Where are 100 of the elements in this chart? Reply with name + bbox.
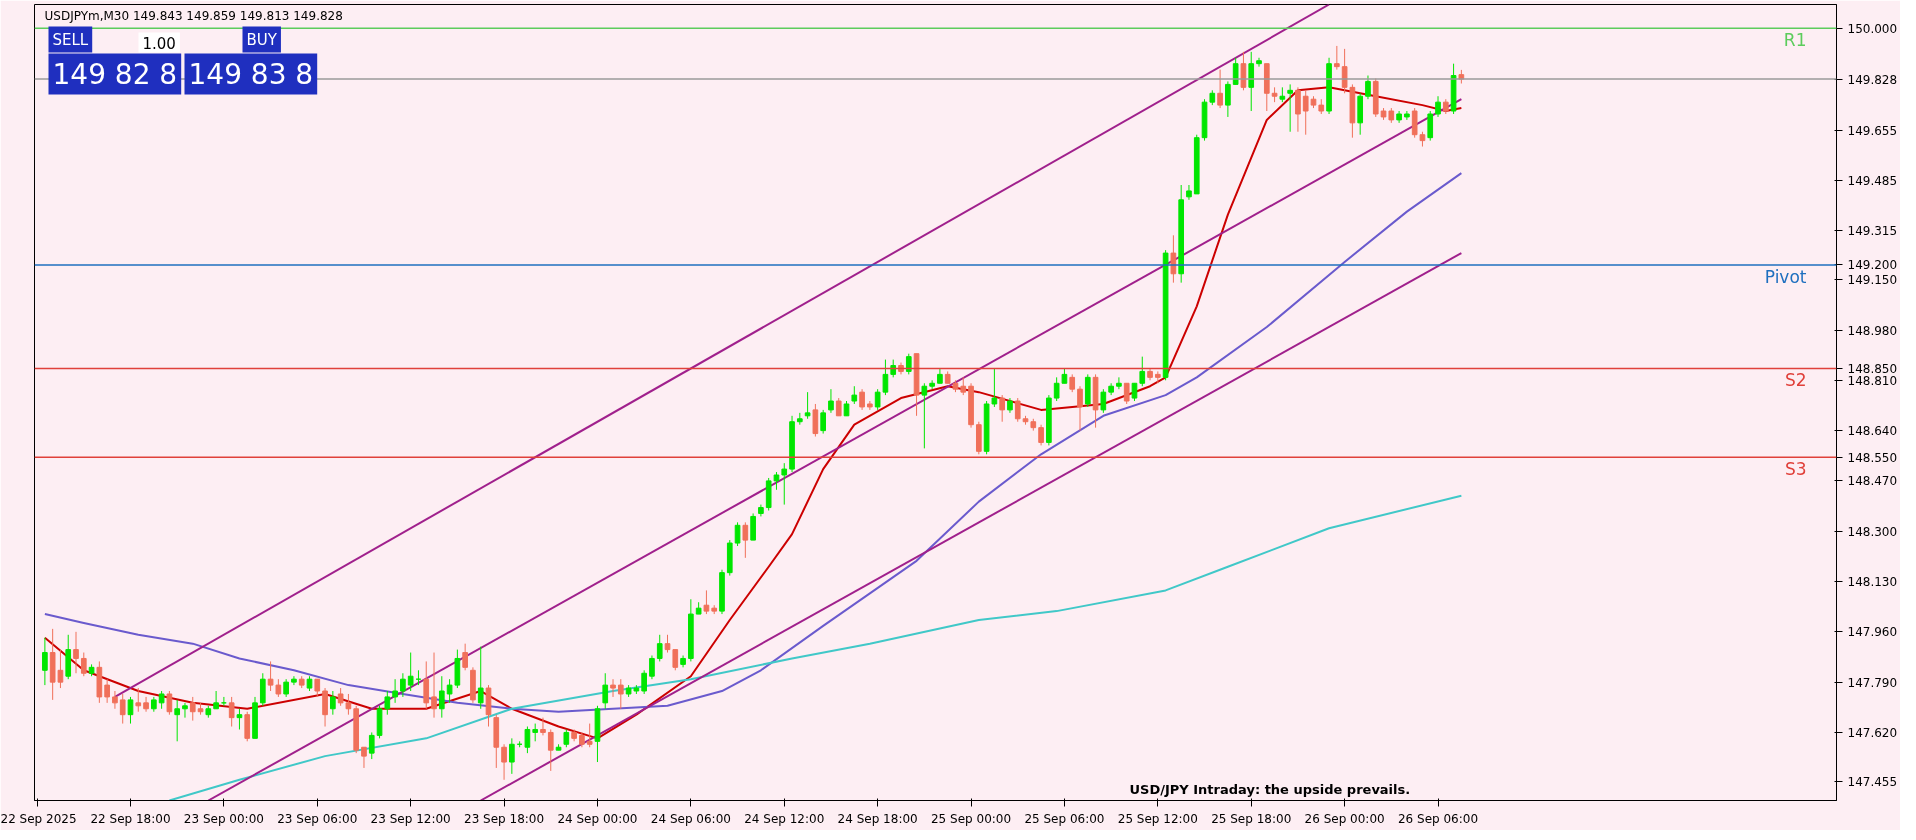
y-tick-label: 148.550 bbox=[1847, 450, 1898, 465]
annotation: 149 82 8 bbox=[52, 57, 178, 91]
candlestick bbox=[656, 634, 663, 662]
ref-line-label: S3 bbox=[1784, 459, 1807, 480]
candlestick bbox=[400, 672, 406, 698]
candlestick bbox=[361, 746, 367, 769]
x-tick-label: 22 Sep 2025 bbox=[0, 811, 77, 826]
candlestick bbox=[703, 589, 710, 615]
y-tick-label: 148.850 bbox=[1847, 361, 1898, 376]
candlestick bbox=[104, 678, 110, 704]
candlestick bbox=[1256, 57, 1262, 68]
ref-line-label: R1 bbox=[1783, 30, 1807, 51]
y-tick-label: 149.655 bbox=[1847, 123, 1898, 138]
candlestick bbox=[1116, 376, 1122, 390]
candlestick bbox=[1240, 51, 1247, 91]
candlestick bbox=[1334, 45, 1340, 71]
y-tick-label: 147.455 bbox=[1847, 774, 1898, 789]
candlestick bbox=[991, 367, 998, 408]
x-tick-label: 26 Sep 06:00 bbox=[1397, 811, 1479, 826]
candlestick bbox=[80, 652, 87, 677]
candlestick bbox=[322, 687, 328, 728]
candlestick bbox=[174, 699, 181, 742]
annotation: 149 83 8 bbox=[188, 57, 314, 91]
candlestick bbox=[1100, 388, 1107, 414]
candlestick bbox=[1077, 385, 1083, 432]
candlestick bbox=[244, 711, 251, 742]
candlestick bbox=[1217, 69, 1223, 109]
y-tick-label: 147.620 bbox=[1847, 725, 1898, 740]
y-tick-label: 148.980 bbox=[1847, 323, 1898, 338]
candlestick bbox=[446, 678, 453, 704]
candlestick bbox=[742, 521, 749, 559]
candlestick bbox=[929, 379, 935, 390]
candlestick bbox=[828, 388, 834, 414]
candlestick bbox=[1038, 424, 1044, 446]
x-tick-label: 25 Sep 06:00 bbox=[1024, 811, 1105, 826]
candlestick bbox=[423, 660, 430, 710]
candlestick bbox=[143, 696, 149, 713]
chart-title: USDJPYm,M30 149.843 149.859 149.813 149.828 bbox=[44, 8, 343, 23]
candlestick bbox=[1435, 95, 1441, 118]
candlestick bbox=[1186, 184, 1192, 201]
x-tick-label: 24 Sep 18:00 bbox=[837, 811, 918, 826]
y-tick-label: 147.960 bbox=[1847, 625, 1898, 640]
candlestick bbox=[781, 462, 788, 506]
annotation: SELL bbox=[52, 30, 89, 49]
candlestick bbox=[42, 637, 48, 686]
candlestick bbox=[874, 388, 881, 411]
candlestick bbox=[501, 743, 507, 781]
candlestick bbox=[438, 675, 445, 719]
ref-line-label: S2 bbox=[1784, 370, 1807, 391]
candlestick bbox=[112, 690, 118, 710]
candlestick bbox=[330, 690, 336, 716]
candlestick bbox=[1014, 397, 1021, 423]
candlestick bbox=[267, 660, 274, 692]
y-tick-label: 148.130 bbox=[1847, 575, 1898, 590]
candlestick bbox=[384, 690, 391, 716]
candlestick bbox=[182, 702, 188, 719]
candlestick bbox=[586, 723, 593, 748]
candlestick bbox=[649, 655, 655, 680]
y-tick-label: 148.810 bbox=[1847, 373, 1898, 388]
candlestick bbox=[509, 737, 515, 775]
candlestick bbox=[127, 696, 134, 725]
candlestick bbox=[135, 687, 142, 713]
y-tick-label: 148.300 bbox=[1847, 524, 1898, 539]
candlestick bbox=[236, 708, 243, 730]
candlestick bbox=[119, 693, 126, 725]
candlestick bbox=[1302, 89, 1309, 136]
x-tick-label: 23 Sep 12:00 bbox=[370, 811, 451, 826]
annotation: USD/JPY Intraday: the upside prevails. bbox=[1129, 781, 1411, 797]
candlestick bbox=[431, 652, 437, 719]
line-series bbox=[168, 494, 1463, 801]
candlestick bbox=[1341, 48, 1348, 94]
x-tick-label: 22 Sep 18:00 bbox=[90, 811, 171, 826]
candlestick bbox=[1427, 110, 1434, 142]
y-tick-label: 149.315 bbox=[1847, 224, 1898, 239]
candlestick bbox=[859, 388, 865, 411]
x-tick-label: 25 Sep 00:00 bbox=[930, 811, 1012, 826]
y-tick-label: 149.828 bbox=[1847, 72, 1898, 87]
candlestick bbox=[1411, 107, 1418, 139]
x-tick-label: 23 Sep 06:00 bbox=[277, 811, 358, 826]
candlestick bbox=[189, 696, 196, 722]
x-tick-label: 26 Sep 00:00 bbox=[1304, 811, 1385, 826]
candlestick bbox=[672, 649, 679, 671]
candlestick bbox=[610, 678, 616, 698]
ref-line-label: Pivot bbox=[1764, 266, 1807, 287]
candlestick bbox=[882, 359, 889, 396]
candlestick bbox=[462, 643, 468, 671]
x-tick-label: 24 Sep 06:00 bbox=[650, 811, 731, 826]
candlestick bbox=[477, 646, 484, 710]
candlestick bbox=[1053, 376, 1060, 402]
candlestick bbox=[291, 675, 297, 686]
candlestick bbox=[812, 403, 819, 438]
candlestick bbox=[392, 678, 398, 704]
candlestick bbox=[617, 678, 624, 710]
annotation: 1.00 bbox=[142, 34, 176, 53]
candlestick bbox=[213, 690, 219, 710]
candlestick bbox=[641, 669, 647, 695]
candlestick bbox=[1287, 83, 1293, 133]
candlestick bbox=[166, 690, 173, 716]
annotation: BUY bbox=[246, 30, 278, 49]
candlestick bbox=[750, 512, 756, 541]
